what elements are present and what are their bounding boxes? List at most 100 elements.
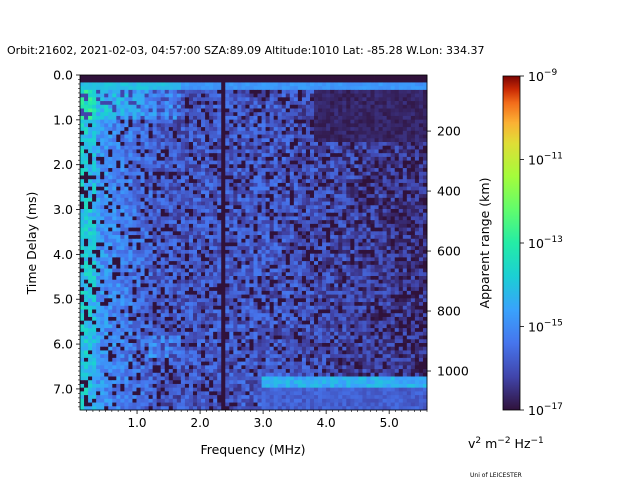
heatmap-cell	[334, 201, 339, 206]
heatmap-cell	[366, 268, 371, 273]
heatmap-cell	[402, 153, 408, 158]
heatmap-cell	[378, 138, 384, 143]
heatmap-cell	[374, 242, 379, 247]
heatmap-cell	[116, 153, 121, 158]
heatmap-cell	[100, 175, 105, 180]
heatmap-cell	[342, 272, 347, 277]
heatmap-cell	[245, 242, 250, 247]
heatmap-cell	[257, 242, 262, 247]
heatmap-cell	[205, 97, 210, 102]
heatmap-cell	[201, 197, 206, 202]
heatmap-cell	[422, 153, 428, 158]
heatmap-cell	[253, 153, 258, 158]
heatmap-cell	[241, 164, 246, 169]
heatmap-cell	[96, 179, 101, 184]
heatmap-cell	[406, 134, 412, 139]
heatmap-cell	[201, 142, 206, 147]
heatmap-cell	[120, 231, 125, 236]
heatmap-cell	[273, 268, 279, 273]
heatmap-cell	[330, 205, 335, 210]
heatmap-cell	[338, 160, 343, 165]
heatmap-cell	[398, 145, 404, 150]
heatmap-cell	[104, 112, 109, 117]
heatmap-cell	[342, 75, 347, 80]
heatmap-cell	[168, 246, 174, 251]
heatmap-cell	[297, 138, 303, 143]
heatmap-cell	[112, 182, 117, 188]
heatmap-cell	[322, 171, 327, 176]
heatmap-cell	[410, 101, 416, 106]
heatmap-cell	[116, 101, 121, 106]
heatmap-cell	[221, 145, 226, 150]
heatmap-cell	[358, 197, 363, 202]
heatmap-cell	[410, 231, 416, 236]
heatmap-cell	[229, 220, 234, 225]
heatmap-cell	[100, 101, 105, 106]
heatmap-cell	[164, 93, 170, 98]
heatmap-cell	[128, 78, 133, 83]
heatmap-cell	[100, 238, 105, 243]
heatmap-cell	[233, 209, 238, 214]
heatmap-cell	[160, 112, 166, 117]
heatmap-cell	[104, 123, 109, 128]
heatmap-cell	[350, 231, 355, 236]
heatmap-cell	[188, 212, 194, 217]
heatmap-cell	[132, 242, 137, 247]
heatmap-cell	[140, 276, 145, 281]
heatmap-cell	[293, 216, 299, 221]
heatmap-cell	[152, 257, 158, 262]
heatmap-cell	[188, 238, 194, 243]
heatmap-cell	[390, 253, 396, 258]
heatmap-cell	[112, 257, 117, 262]
heatmap-cell	[112, 127, 117, 132]
heatmap-cell	[354, 119, 359, 124]
heatmap-cell	[249, 171, 254, 176]
heatmap-cell	[100, 75, 105, 80]
heatmap-cell	[180, 227, 186, 232]
heatmap-cell	[370, 223, 375, 229]
heatmap-cell	[386, 194, 392, 199]
heatmap-cell	[414, 279, 420, 284]
heatmap-cell	[112, 78, 117, 83]
heatmap-cell	[273, 272, 279, 277]
heatmap-cell	[326, 246, 331, 251]
heatmap-cell	[374, 112, 379, 117]
heatmap-cell	[354, 201, 359, 206]
heatmap-cell	[108, 227, 113, 232]
heatmap-cell	[390, 164, 396, 169]
heatmap-cell	[253, 287, 258, 292]
heatmap-cell	[188, 112, 194, 117]
heatmap-cell	[253, 279, 258, 284]
heatmap-cell	[168, 156, 174, 162]
heatmap-cell	[160, 160, 166, 165]
heatmap-cell	[350, 209, 355, 214]
heatmap-cell	[334, 142, 339, 147]
heatmap-cell	[209, 212, 214, 217]
heatmap-cell	[116, 171, 121, 176]
heatmap-cell	[410, 93, 416, 98]
heatmap-cell	[277, 268, 283, 273]
heatmap-cell	[293, 209, 299, 214]
heatmap-cell	[237, 82, 242, 87]
heatmap-cell	[148, 108, 154, 113]
heatmap-cell	[253, 115, 258, 121]
heatmap-cell	[297, 220, 303, 225]
heatmap-cell	[160, 220, 166, 225]
heatmap-cell	[277, 216, 283, 221]
heatmap-cell	[261, 257, 266, 262]
heatmap-cell	[116, 138, 121, 143]
heatmap-cell	[229, 127, 234, 132]
heatmap-cell	[398, 209, 404, 214]
heatmap-cell	[144, 242, 149, 247]
heatmap-cell	[293, 220, 299, 225]
heatmap-cell	[128, 171, 133, 176]
heatmap-cell	[414, 276, 420, 281]
heatmap-cell	[221, 268, 226, 273]
heatmap-cell	[322, 115, 327, 121]
heatmap-cell	[104, 253, 109, 258]
heatmap-cell	[253, 104, 258, 109]
heatmap-cell	[422, 205, 428, 210]
heatmap-cell	[386, 235, 392, 240]
heatmap-cell	[241, 249, 246, 255]
heatmap-cell	[269, 130, 275, 135]
